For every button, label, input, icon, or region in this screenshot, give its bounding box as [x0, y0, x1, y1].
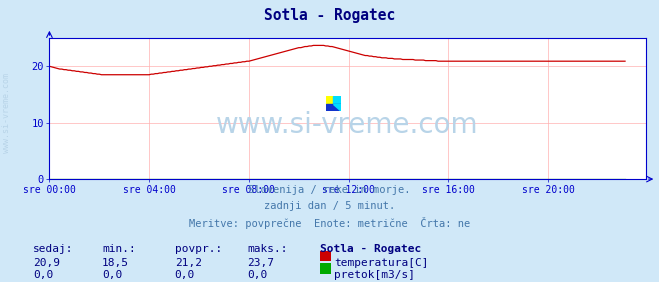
Text: zadnji dan / 5 minut.: zadnji dan / 5 minut.: [264, 201, 395, 211]
Text: 0,0: 0,0: [102, 270, 123, 280]
Text: 0,0: 0,0: [33, 270, 53, 280]
Text: Sotla - Rogatec: Sotla - Rogatec: [320, 244, 421, 254]
Text: sedaj:: sedaj:: [33, 244, 73, 254]
Text: pretok[m3/s]: pretok[m3/s]: [334, 270, 415, 280]
Text: 0,0: 0,0: [247, 270, 268, 280]
Bar: [326, 103, 341, 111]
Text: Slovenija / reke in morje.: Slovenija / reke in morje.: [248, 185, 411, 195]
Text: min.:: min.:: [102, 244, 136, 254]
Text: 20,9: 20,9: [33, 258, 60, 268]
Text: 21,2: 21,2: [175, 258, 202, 268]
Text: 0,0: 0,0: [175, 270, 195, 280]
Bar: [333, 96, 341, 103]
Polygon shape: [333, 103, 341, 111]
Text: Meritve: povprečne  Enote: metrične  Črta: ne: Meritve: povprečne Enote: metrične Črta:…: [189, 217, 470, 230]
Text: maks.:: maks.:: [247, 244, 287, 254]
Bar: [326, 96, 333, 103]
Text: www.si-vreme.com: www.si-vreme.com: [216, 111, 479, 140]
Text: Sotla - Rogatec: Sotla - Rogatec: [264, 8, 395, 23]
Text: www.si-vreme.com: www.si-vreme.com: [2, 73, 11, 153]
Text: 18,5: 18,5: [102, 258, 129, 268]
Text: temperatura[C]: temperatura[C]: [334, 258, 428, 268]
Text: povpr.:: povpr.:: [175, 244, 222, 254]
Text: 23,7: 23,7: [247, 258, 274, 268]
